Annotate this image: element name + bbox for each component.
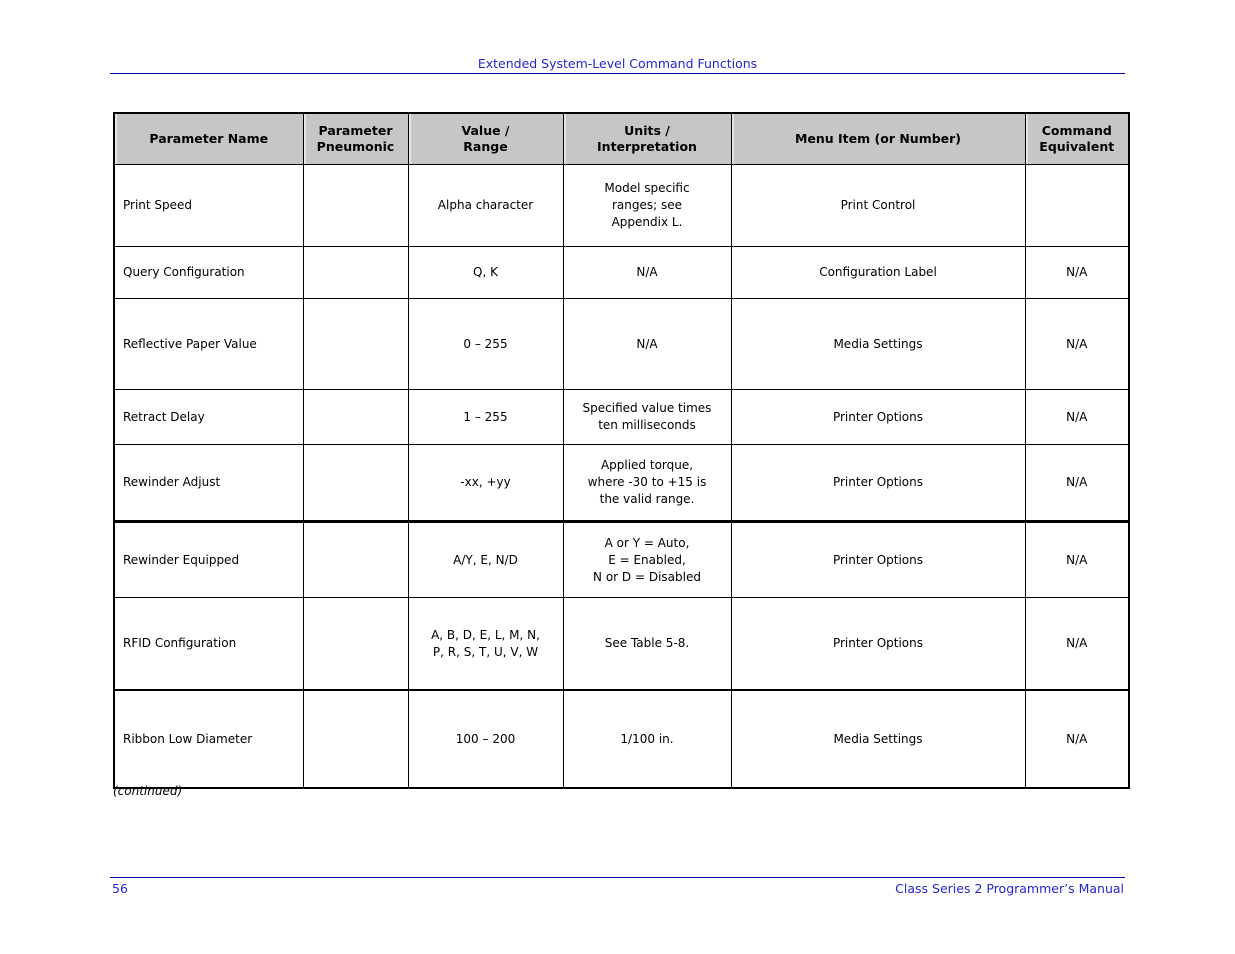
cell-units: See Table 5-8. — [562, 597, 732, 691]
table-header-row: Parameter Name Parameter Pneumonic Value… — [113, 112, 1130, 165]
cell-menu-item: Media Settings — [730, 689, 1026, 789]
cell-command-equivalent: N/A — [1024, 521, 1130, 598]
cell-value-range: 0 – 255 — [407, 298, 564, 390]
cell-pneumonic — [302, 689, 409, 789]
cell-parameter-name: Retract Delay — [113, 389, 304, 445]
cell-parameter-name: Print Speed — [113, 164, 304, 247]
page-number: 56 — [112, 881, 128, 896]
cell-command-equivalent — [1024, 164, 1130, 247]
table-row: RFID Configuration A, B, D, E, L, M, N, … — [113, 597, 1130, 691]
table-row: Rewinder Adjust -xx, +yy Applied torque,… — [113, 444, 1130, 523]
cell-value-range: 100 – 200 — [407, 689, 564, 789]
col-header-command-equivalent: Command Equivalent — [1024, 112, 1130, 165]
cell-pneumonic — [302, 597, 409, 691]
header-rule — [110, 73, 1125, 74]
cell-pneumonic — [302, 246, 409, 299]
cell-units: N/A — [562, 246, 732, 299]
cell-menu-item: Printer Options — [730, 521, 1026, 598]
cell-command-equivalent: N/A — [1024, 298, 1130, 390]
cell-pneumonic — [302, 164, 409, 247]
parameter-table: Parameter Name Parameter Pneumonic Value… — [113, 112, 1130, 789]
cell-menu-item: Print Control — [730, 164, 1026, 247]
table-row: Rewinder Equipped A/Y, E, N/D A or Y = A… — [113, 521, 1130, 598]
cell-parameter-name: Rewinder Equipped — [113, 521, 304, 598]
col-header-parameter-pneumonic: Parameter Pneumonic — [302, 112, 409, 165]
cell-value-range: Alpha character — [407, 164, 564, 247]
col-header-menu-item: Menu Item (or Number) — [730, 112, 1026, 165]
continued-note: (continued) — [113, 784, 183, 798]
cell-command-equivalent: N/A — [1024, 389, 1130, 445]
cell-pneumonic — [302, 521, 409, 598]
cell-menu-item: Printer Options — [730, 389, 1026, 445]
cell-units: Model specific ranges; see Appendix L. — [562, 164, 732, 247]
cell-command-equivalent: N/A — [1024, 246, 1130, 299]
cell-pneumonic — [302, 444, 409, 523]
cell-command-equivalent: N/A — [1024, 597, 1130, 691]
table-row: Retract Delay 1 – 255 Specified value ti… — [113, 389, 1130, 445]
footer-rule — [110, 877, 1125, 878]
cell-parameter-name: Ribbon Low Diameter — [113, 689, 304, 789]
col-header-value-range: Value / Range — [407, 112, 564, 165]
cell-menu-item: Printer Options — [730, 444, 1026, 523]
table-row: Query Configuration Q, K N/A Configurati… — [113, 246, 1130, 299]
cell-parameter-name: Rewinder Adjust — [113, 444, 304, 523]
col-header-units-interpretation: Units / Interpretation — [562, 112, 732, 165]
cell-units: 1/100 in. — [562, 689, 732, 789]
cell-command-equivalent: N/A — [1024, 689, 1130, 789]
cell-units: A or Y = Auto, E = Enabled, N or D = Dis… — [562, 521, 732, 598]
col-header-parameter-name: Parameter Name — [113, 112, 304, 165]
cell-value-range: A, B, D, E, L, M, N, P, R, S, T, U, V, W — [407, 597, 564, 691]
cell-menu-item: Printer Options — [730, 597, 1026, 691]
cell-parameter-name: Query Configuration — [113, 246, 304, 299]
table-row: Ribbon Low Diameter 100 – 200 1/100 in. … — [113, 689, 1130, 789]
cell-parameter-name: Reflective Paper Value — [113, 298, 304, 390]
cell-parameter-name: RFID Configuration — [113, 597, 304, 691]
cell-units: Specified value times ten milliseconds — [562, 389, 732, 445]
cell-value-range: Q, K — [407, 246, 564, 299]
cell-value-range: 1 – 255 — [407, 389, 564, 445]
table-row: Reflective Paper Value 0 – 255 N/A Media… — [113, 298, 1130, 390]
table-row: Print Speed Alpha character Model specif… — [113, 164, 1130, 247]
cell-menu-item: Media Settings — [730, 298, 1026, 390]
cell-units: N/A — [562, 298, 732, 390]
running-footer: 56 Class Series 2 Programmer’s Manual — [112, 881, 1124, 896]
cell-pneumonic — [302, 298, 409, 390]
cell-value-range: -xx, +yy — [407, 444, 564, 523]
cell-units: Applied torque, where -30 to +15 is the … — [562, 444, 732, 523]
running-header-title: Extended System-Level Command Functions — [477, 56, 758, 71]
cell-value-range: A/Y, E, N/D — [407, 521, 564, 598]
manual-title: Class Series 2 Programmer’s Manual — [895, 881, 1124, 896]
cell-menu-item: Configuration Label — [730, 246, 1026, 299]
cell-pneumonic — [302, 389, 409, 445]
cell-command-equivalent: N/A — [1024, 444, 1130, 523]
